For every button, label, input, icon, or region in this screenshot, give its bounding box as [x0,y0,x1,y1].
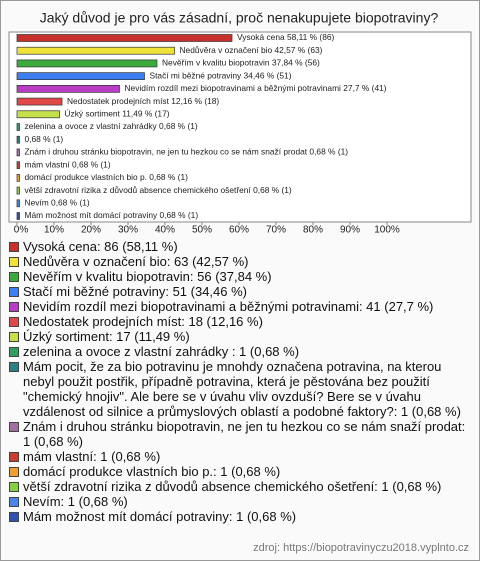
legend-swatch [9,467,19,477]
bar [16,199,20,208]
bar [16,135,20,144]
legend-label: zelenina a ovoce z vlastní zahrádky : 1 … [23,344,300,359]
x-tick-label: 70% [266,225,286,236]
bar [16,123,20,131]
bar-label: Nevidím rozdíl mezi biopotravinami a běž… [124,83,386,93]
bar-label: Znám i druhou stránku biopotravin, ne je… [25,147,349,157]
bar [16,110,60,119]
legend-item: domácí produkce vlastních bio p.: 1 (0,6… [9,464,471,479]
bar-label: Nedůvěra v označení bio 42,57 % (63) [180,45,323,55]
bar [16,59,158,68]
legend-item: Stačí mi běžné potraviny: 51 (34,46 %) [9,284,471,299]
legend-label: Nevěřím v kvalitu biopotravin: 56 (37,84… [23,269,272,284]
bar [16,212,20,220]
chart: Jaký důvod je pro vás zásadní, proč nena… [8,10,472,236]
legend-swatch [9,497,19,507]
legend-item: Mám možnost mít domácí potraviny: 1 (0,6… [9,509,471,524]
source: zdroj: https://biopotravinyczu2018.vypln… [253,542,469,554]
bar [16,174,20,182]
legend-swatch [9,512,19,522]
legend-swatch [9,257,19,267]
legend-label: Stačí mi běžné potraviny: 51 (34,46 %) [23,284,248,299]
legend-swatch [9,287,19,297]
legend-swatch [9,422,19,432]
legend-label: Nedůvěra v označení bio: 63 (42,57 %) [23,254,249,269]
legend-swatch [9,302,19,312]
bar-label: zelenina a ovoce z vlastní zahrádky 0,68… [25,121,198,131]
bar-label: 0,68 % (1) [25,134,64,144]
x-tick-label: 0% [14,225,29,236]
bar [16,72,145,80]
chart-title: Jaký důvod je pro vás zásadní, proč nena… [40,10,439,26]
legend-swatch [9,452,19,462]
legend-item: Vysoká cena: 86 (58,11 %) [9,239,471,254]
legend-item: zelenina a ovoce z vlastní zahrádky : 1 … [9,344,471,359]
legend-label: Úzký sortiment: 17 (11,49 %) [23,329,190,344]
legend-label: domácí produkce vlastních bio p.: 1 (0,6… [23,464,281,479]
x-tick-label: 60% [229,225,249,236]
bar-label: Úzký sortiment 11,49 % (17) [65,109,170,119]
bar-label: větší zdravotní rizika z důvodů absence … [25,185,292,195]
bar [16,34,233,42]
legend-swatch [9,482,19,492]
legend-item: Nevěřím v kvalitu biopotravin: 56 (37,84… [9,269,471,284]
x-tick-label: 50% [192,225,212,236]
legend-item: Úzký sortiment: 17 (11,49 %) [9,329,471,344]
legend-swatch [9,242,19,252]
legend-label: Nevidím rozdíl mezi biopotravinami a běž… [23,299,434,314]
legend-label: větší zdravotní rizika z důvodů absence … [23,479,442,494]
bar [16,46,175,55]
bar-label: Vysoká cena 58,11 % (86) [237,32,335,42]
legend-item: Nevidím rozdíl mezi biopotravinami a běž… [9,299,471,314]
legend-item: Nedůvěra v označení bio: 63 (42,57 %) [9,254,471,269]
legend-swatch [9,272,19,282]
bar [16,186,20,195]
legend-item: Nedostatek prodejních míst: 18 (12,16 %) [9,314,471,329]
bar [16,97,63,106]
legend-item: Mám pocit, že za bio potravinu je mnohdy… [9,359,471,419]
legend-swatch [9,347,19,357]
x-tick-label: 20% [81,225,101,236]
legend-item: mám vlastní: 1 (0,68 %) [9,449,471,464]
bar-label: domácí produkce vlastních bio p. 0,68 % … [25,172,189,182]
legend-label: Nevím: 1 (0,68 %) [23,494,128,509]
legend-item: Nevím: 1 (0,68 %) [9,494,471,509]
bar [16,161,20,169]
bar-label: mám vlastní 0,68 % (1) [25,159,111,169]
bar [16,148,20,157]
bar-label: Mám možnost mít domácí potraviny 0,68 % … [25,210,199,220]
legend-label: Vysoká cena: 86 (58,11 %) [23,239,178,254]
bar [16,85,120,93]
x-tick-label: 40% [155,225,175,236]
x-tick-label: 80% [303,225,323,236]
bar-label: Nevěřím v kvalitu biopotravin 37,84 % (5… [162,58,320,68]
legend-swatch [9,317,19,327]
legend-label: Mám možnost mít domácí potraviny: 1 (0,6… [23,509,297,524]
x-tick-label: 90% [340,225,360,236]
legend-item: větší zdravotní rizika z důvodů absence … [9,479,471,494]
x-tick-label: 100% [374,225,400,236]
bar-label: Nedostatek prodejních míst 12,16 % (18) [67,96,219,106]
bar-label: Nevím 0,68 % (1) [25,198,90,208]
bar-label: Stačí mi běžné potraviny 34,46 % (51) [150,70,292,80]
legend-swatch [9,362,19,372]
legend-swatch [9,332,19,342]
legend: Vysoká cena: 86 (58,11 %) Nedůvěra v ozna… [9,239,471,524]
x-tick-label: 10% [44,225,64,236]
x-tick-label: 30% [118,225,138,236]
legend-label: Znám i druhou stránku biopotravin, ne je… [23,419,466,449]
legend-label: mám vlastní: 1 (0,68 %) [23,449,161,464]
legend-item: Znám i druhou stránku biopotravin, ne je… [9,419,471,449]
legend-label: Mám pocit, že za bio potravinu je mnohdy… [23,359,461,419]
legend-label: Nedostatek prodejních míst: 18 (12,16 %) [23,314,263,329]
